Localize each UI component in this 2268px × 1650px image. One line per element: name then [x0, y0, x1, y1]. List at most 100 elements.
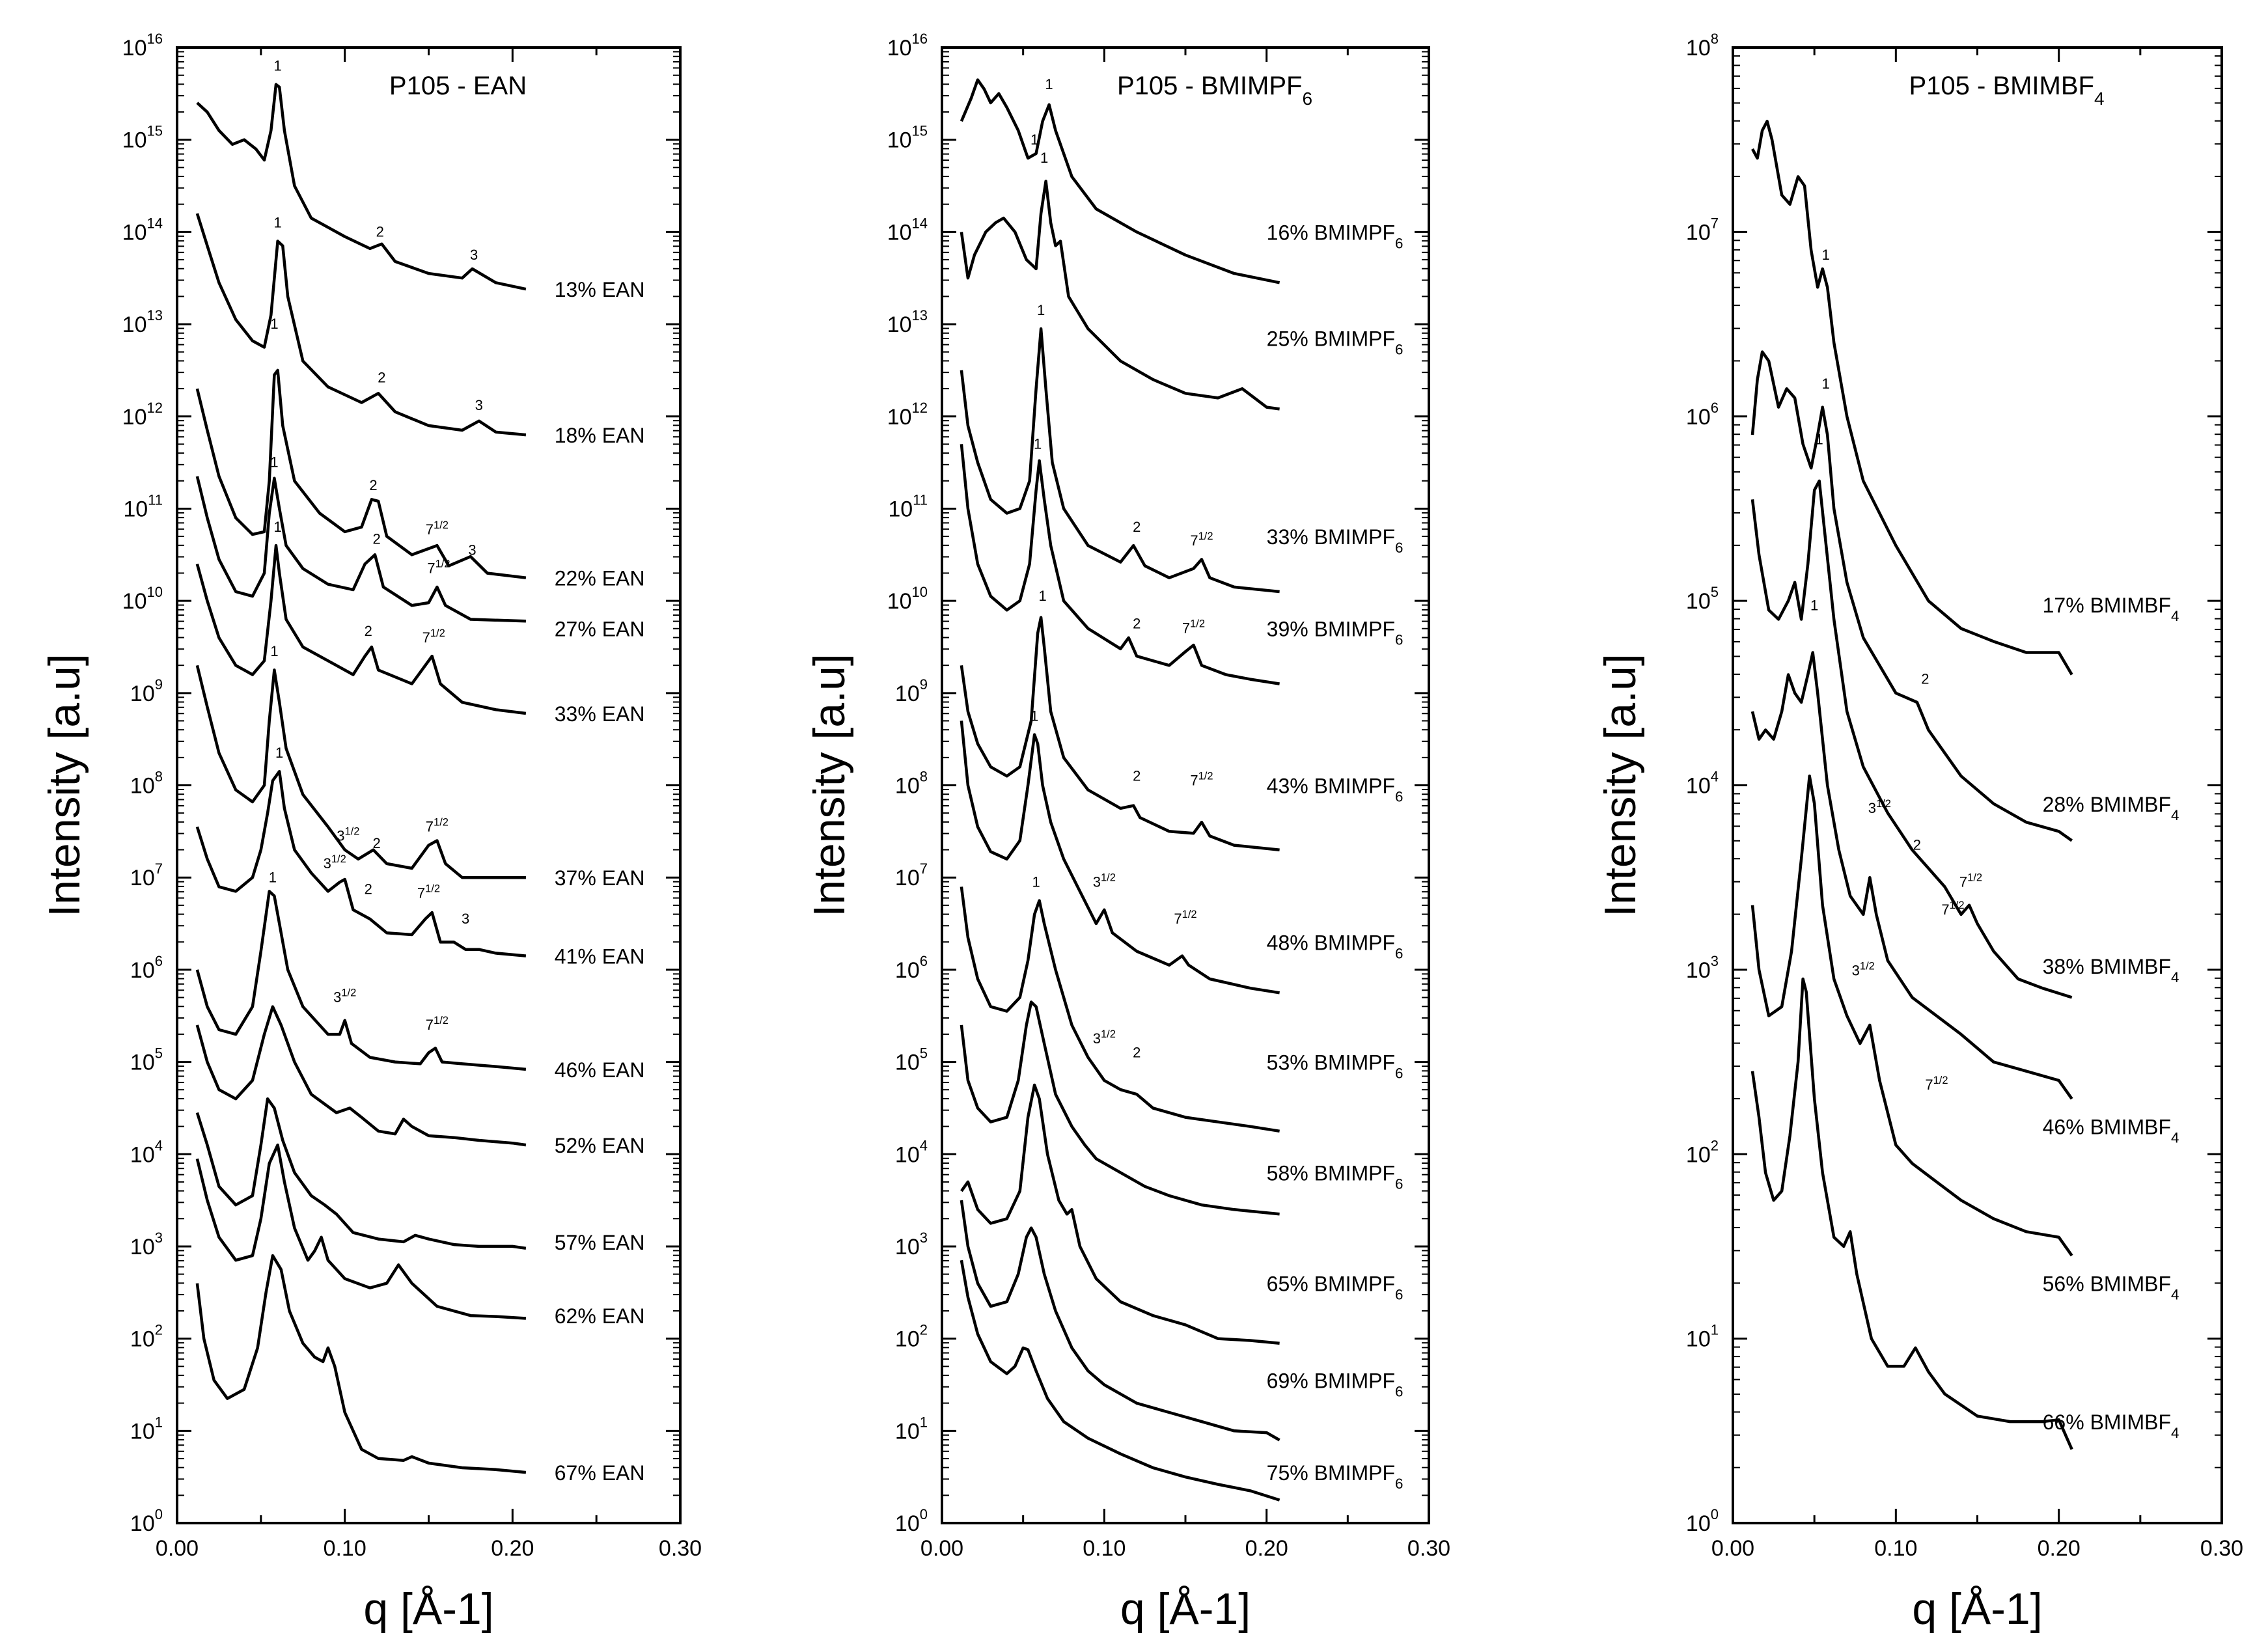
peak-label: 1: [273, 57, 281, 74]
peak-label: 71/2: [427, 558, 450, 577]
y-tick-label: 1011: [888, 491, 928, 521]
x-tick-label: 0.30: [659, 1536, 702, 1561]
panel-title: P105 - BMIMPF6: [1117, 72, 1312, 109]
peak-label: 2: [1133, 1044, 1141, 1060]
peak-label: 71/2: [1925, 1075, 1948, 1093]
y-tick-label: 102: [130, 1322, 163, 1352]
peak-label: 3: [462, 911, 469, 927]
peak-label: 71/2: [426, 816, 449, 834]
peak-label: 1: [1034, 435, 1042, 452]
series-label: 43% BMIMPF6: [1267, 775, 1404, 805]
y-tick-label: 100: [895, 1506, 928, 1536]
series-curve: [1750, 977, 2073, 1450]
y-tick-label: 109: [895, 676, 928, 706]
y-tick-label: 1010: [122, 584, 163, 614]
peak-label: 1: [270, 316, 278, 332]
y-tick-label: 104: [130, 1137, 163, 1167]
peak-label: 71/2: [422, 627, 445, 646]
series-curve: [1750, 350, 2073, 842]
peak-label: 31/2: [1093, 1028, 1116, 1047]
peak-label: 2: [372, 835, 380, 851]
peak-label: 71/2: [1190, 530, 1213, 549]
peak-label: 71/2: [1959, 872, 1982, 890]
y-tick-label: 108: [1686, 31, 1719, 61]
series-label: 46% BMIMBF4: [2043, 1116, 2179, 1146]
series-label: 53% BMIMPF6: [1267, 1051, 1404, 1082]
series-curve: [195, 665, 526, 879]
series-curve: [1750, 651, 2073, 1100]
series-curve: [196, 83, 527, 291]
y-tick-label: 1015: [122, 123, 163, 153]
series-label: 52% EAN: [555, 1134, 645, 1157]
peak-label: 1: [1032, 873, 1040, 890]
y-tick-label: 107: [1686, 215, 1719, 245]
peak-label: 1: [1038, 588, 1046, 604]
y-tick-label: 105: [130, 1045, 163, 1075]
series-label: 39% BMIMPF6: [1267, 618, 1404, 648]
peak-label: 1: [1822, 376, 1830, 392]
peak-label: 1: [270, 454, 278, 471]
y-tick-label: 102: [1686, 1137, 1719, 1167]
peak-label: 1: [1816, 431, 1823, 447]
peak-label: 71/2: [426, 1015, 449, 1033]
y-tick-label: 1013: [122, 307, 163, 337]
series-label: 33% BMIMPF6: [1267, 525, 1404, 556]
series-label: 65% BMIMPF6: [1267, 1272, 1404, 1303]
peak-label: 1: [270, 643, 278, 659]
series-label: 69% BMIMPF6: [1267, 1369, 1404, 1399]
peak-label: 2: [1913, 837, 1921, 853]
y-tick-label: 1012: [122, 400, 163, 430]
series-label: 16% BMIMPF6: [1267, 221, 1404, 251]
x-tick-label: 0.10: [324, 1536, 366, 1561]
y-tick-label: 1016: [887, 31, 928, 61]
peak-label: 31/2: [337, 826, 359, 844]
peak-label: 2: [365, 881, 372, 898]
y-tick-label: 101: [1686, 1322, 1719, 1352]
series-curve: [1750, 479, 2073, 999]
series-label: 67% EAN: [555, 1461, 645, 1485]
series-label: 66% BMIMBF4: [2043, 1410, 2179, 1441]
x-axis-title: q [Å-1]: [1120, 1584, 1251, 1634]
series-label: 17% BMIMBF4: [2043, 594, 2179, 624]
peak-label: 1: [1037, 302, 1045, 318]
series-label: 46% EAN: [555, 1058, 645, 1082]
x-tick-label: 0.10: [1083, 1536, 1126, 1561]
peak-label: 31/2: [324, 853, 346, 872]
peak-label: 2: [372, 530, 380, 547]
y-tick-label: 106: [1686, 400, 1719, 430]
y-tick-label: 106: [130, 953, 163, 983]
peak-label: 71/2: [1190, 771, 1213, 789]
y-tick-label: 1012: [887, 400, 928, 430]
y-axis-title: Intensity [a.u]: [1596, 653, 1645, 916]
x-tick-label: 0.00: [156, 1536, 199, 1561]
series-label: 27% EAN: [555, 618, 645, 641]
x-tick-label: 0.00: [1711, 1536, 1754, 1561]
series-label: 33% EAN: [555, 702, 645, 726]
y-tick-label: 101: [130, 1414, 163, 1444]
series-curve: [195, 213, 527, 437]
x-tick-label: 0.30: [1407, 1536, 1450, 1561]
x-tick-label: 0.30: [2200, 1536, 2243, 1561]
panel-3: 100 101 102 103 104 105 106 107 108 0.00 0.10 0.20 0…: [1596, 31, 2243, 1634]
y-tick-label: 105: [1686, 584, 1719, 614]
plot-frame: [176, 46, 682, 1524]
peak-label: 2: [378, 369, 385, 385]
y-tick-label: 105: [895, 1045, 928, 1075]
y-tick-label: 100: [1686, 1506, 1719, 1536]
series-label: 13% EAN: [555, 278, 645, 301]
y-tick-label: 100: [130, 1506, 163, 1536]
panel-title: P105 - BMIMBF4: [1909, 72, 2104, 109]
y-tick-label: 109: [130, 676, 163, 706]
series-curve: [195, 368, 527, 579]
series-curve: [1751, 120, 2073, 676]
peak-label: 31/2: [1852, 960, 1875, 978]
series-label: 56% BMIMBF4: [2043, 1272, 2179, 1303]
y-tick-label: 108: [130, 769, 163, 799]
peak-label: 31/2: [1868, 798, 1891, 816]
peak-label: 2: [1921, 671, 1929, 687]
series-label: 57% EAN: [555, 1231, 645, 1254]
plot-frame: [1732, 46, 2223, 1524]
panel-2: 1001011021031041051061071081091010101110…: [805, 31, 1450, 1634]
series-curve: [960, 1000, 1280, 1216]
peak-label: 1: [269, 869, 277, 885]
